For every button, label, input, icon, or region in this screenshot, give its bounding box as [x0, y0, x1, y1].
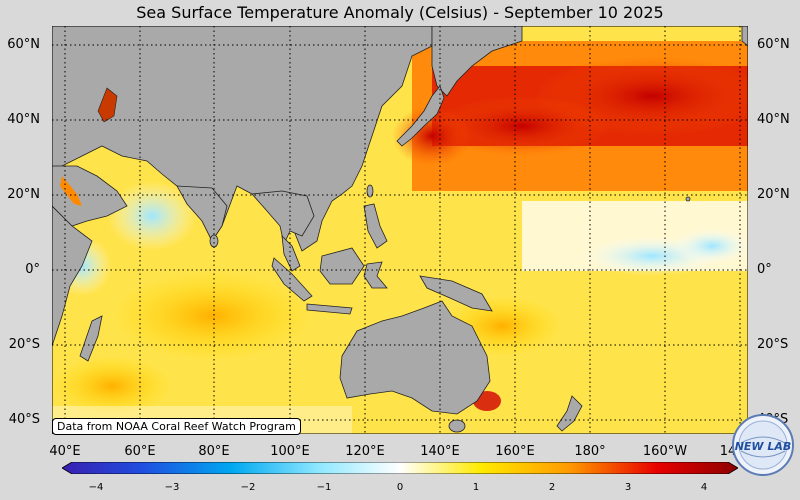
philippines: [363, 203, 388, 249]
hot-patch: [432, 96, 612, 156]
lat-label-left: 60°N: [7, 37, 40, 52]
lat-label-right: 0°: [757, 262, 772, 277]
warm-patch: [52, 356, 172, 416]
lon-label: 160°E: [495, 444, 535, 459]
new-zealand: [556, 395, 583, 432]
lat-label-right: 20°S: [757, 337, 789, 352]
colorbar: [62, 462, 738, 474]
colorbar-tick: −1: [316, 482, 332, 493]
colorbar-body: [62, 462, 738, 474]
australia: [339, 300, 491, 415]
lat-label-left: 40°N: [7, 112, 40, 127]
data-credit: Data from NOAA Coral Reef Watch Program: [52, 418, 301, 435]
lat-label-left: 0°: [25, 262, 40, 277]
lat-label-left: 20°N: [7, 187, 40, 202]
sumatra: [271, 257, 313, 302]
colorbar-tick: −2: [240, 482, 256, 493]
kamchatka: [431, 26, 523, 97]
malay-peninsula: [281, 234, 301, 272]
lat-label-left: 20°S: [8, 337, 40, 352]
japan: [396, 85, 445, 147]
lon-label: 140°E: [420, 444, 460, 459]
lon-label: 80°E: [198, 444, 230, 459]
hawaii: [685, 196, 691, 202]
lon-label: 160°W: [642, 444, 688, 459]
lat-label-right: 40°N: [757, 112, 790, 127]
taiwan: [366, 184, 374, 198]
new-guinea: [419, 275, 493, 312]
sst-anomaly-map: [52, 26, 748, 434]
lon-label: 180°: [574, 444, 606, 459]
hot-patch: [392, 106, 472, 166]
cool-patch: [107, 181, 197, 251]
lat-label-right: 20°N: [757, 187, 790, 202]
colorbar-tick: 2: [548, 482, 556, 493]
sulawesi: [363, 261, 388, 289]
borneo: [319, 247, 365, 285]
sri-lanka: [209, 234, 219, 248]
java: [306, 303, 353, 315]
india: [176, 185, 228, 242]
map-title: Sea Surface Temperature Anomaly (Celsius…: [136, 3, 664, 22]
lon-label: 40°E: [49, 444, 81, 459]
lat-label-left: 40°S: [8, 412, 40, 427]
north-america: [741, 26, 748, 47]
cool-patch: [672, 228, 748, 264]
colorbar-tick: −4: [88, 482, 104, 493]
colorbar-tick: 3: [624, 482, 632, 493]
warm-patch: [112, 271, 312, 361]
lon-label: 120°E: [345, 444, 385, 459]
indochina: [251, 190, 315, 246]
logo-text: NEW LAB: [735, 440, 792, 453]
lat-label-right: 60°N: [757, 37, 790, 52]
madagascar: [79, 315, 103, 362]
caspian-sea: [97, 87, 118, 123]
colorbar-tick: 4: [700, 482, 708, 493]
graticule: [52, 26, 748, 434]
lon-label: 100°E: [270, 444, 310, 459]
colorbar-tick: 0: [396, 482, 404, 493]
colorbar-tick: 1: [472, 482, 480, 493]
tasmania: [448, 419, 466, 433]
colorbar-tick: −3: [164, 482, 180, 493]
africa: [52, 205, 93, 347]
lon-label: 60°E: [124, 444, 156, 459]
newlab-logo: NEW LAB: [732, 414, 794, 476]
